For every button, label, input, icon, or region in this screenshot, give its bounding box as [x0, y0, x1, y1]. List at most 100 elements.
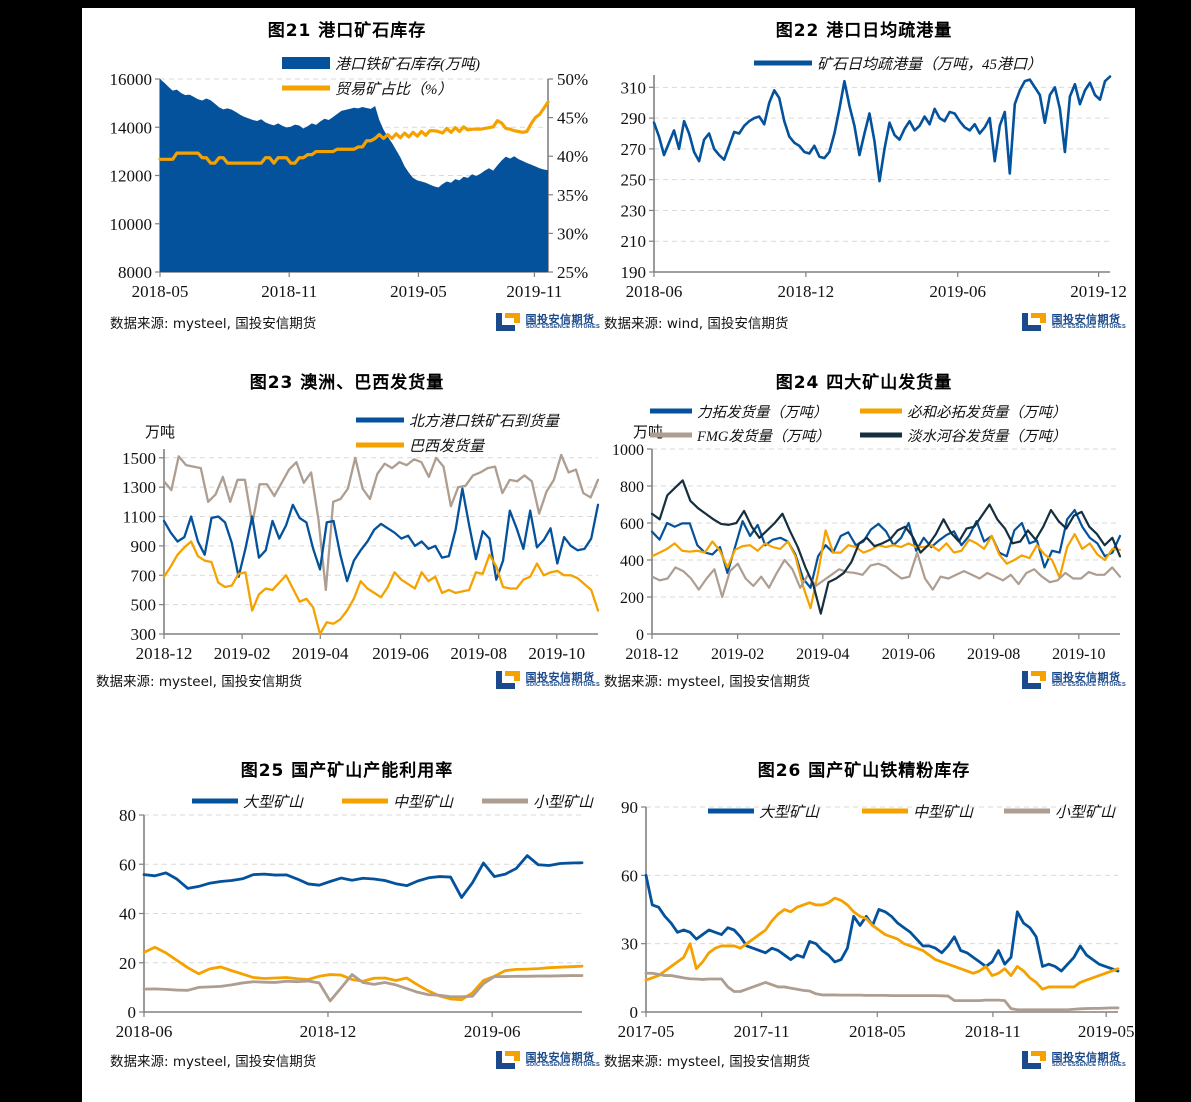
logo-cn: 国投安信期货 [1051, 670, 1121, 684]
logo-en: SDIC ESSENCE FUTURES [1051, 323, 1126, 330]
legend-label: 必和必拓发货量（万吨） [907, 404, 1067, 421]
y-axis-tick-label: 300 [131, 625, 157, 644]
x-axis-tick-label: 2019-06 [372, 644, 429, 663]
y2-axis-tick-label: 45% [557, 109, 588, 128]
logo-text: 国投安信期货 SDIC ESSENCE FUTURES [525, 312, 600, 331]
logo-cn: 国投安信期货 [525, 312, 595, 326]
y-axis-tick-label: 0 [630, 1003, 639, 1022]
report-page: 图21 港口矿石库存 8000 10000 12000 14000 16000 25% 30… [82, 8, 1135, 1102]
y-axis-tick-label: 16000 [110, 70, 153, 89]
chart-title-fig23: 图23 澳洲、巴西发货量 [249, 373, 445, 393]
logo-cn: 国投安信期货 [1051, 312, 1121, 326]
chart-title-fig25: 图25 国产矿山产能利用率 [240, 761, 454, 781]
logo-en: SDIC ESSENCE FUTURES [525, 1061, 600, 1068]
y2-axis-tick-label: 30% [557, 224, 588, 243]
chart-plot-fig23: 300 500 700 900 1100 1300 1500 2018-12 2019-02 20… [82, 393, 612, 668]
x-axis-tick-label: 2018-12 [778, 282, 835, 301]
x-axis-tick-label: 2018-11 [261, 282, 317, 301]
x-axis-tick-label: 2019-11 [506, 282, 562, 301]
legend-label: 港口铁矿石库存(万吨) [335, 56, 480, 73]
y-axis-tick-label: 8000 [118, 263, 152, 282]
x-axis-tick-label: 2019-06 [929, 282, 986, 301]
y-axis-tick-label: 60 [119, 855, 136, 874]
y-axis-tick-label: 200 [620, 590, 644, 607]
logo-cn: 国投安信期货 [1051, 1050, 1121, 1064]
charts-grid: 图21 港口矿石库存 8000 10000 12000 14000 16000 25% 30… [82, 8, 1135, 1102]
brand-logo: 国投安信期货 SDIC ESSENCE FUTURES [1021, 312, 1126, 332]
x-axis-tick-label: 2019-05 [1078, 1022, 1134, 1041]
x-axis-tick-label: 2019-08 [967, 646, 1020, 663]
logo-cn: 国投安信期货 [525, 1050, 595, 1064]
x-axis-tick-label: 2019-02 [214, 644, 271, 663]
logo-en: SDIC ESSENCE FUTURES [525, 323, 600, 330]
source-text-fig22: 数据来源: wind, 国投安信期货 [604, 316, 789, 332]
legend-label: 中型矿山 [393, 794, 454, 811]
chart-card-fig23: 图23 澳洲、巴西发货量 300 500 700 900 1100 1300 1500 201… [82, 368, 612, 718]
brand-logo: 国投安信期货 SDIC ESSENCE FUTURES [1021, 670, 1126, 690]
series-line [162, 540, 600, 636]
x-axis-tick-label: 2018-05 [132, 282, 189, 301]
y-axis-tick-label: 80 [119, 806, 136, 825]
source-text-fig26: 数据来源: mysteel, 国投安信期货 [604, 1054, 811, 1070]
y-axis-tick-label: 14000 [110, 118, 153, 137]
chart-svg: 8000 10000 12000 14000 16000 25% 30% 35% 40% 45% 5… [110, 56, 589, 301]
series-line [162, 487, 600, 583]
x-axis-tick-label: 2018-06 [626, 282, 683, 301]
x-axis-tick-label: 2018-12 [136, 644, 193, 663]
y-axis-tick-label: 40 [119, 905, 136, 924]
legend-label: 矿石日均疏港量（万吨，45港口） [817, 56, 1042, 73]
x-axis-tick-label: 2019-06 [464, 1022, 521, 1041]
source-row-fig21: 数据来源: mysteel, 国投安信期货 国投安信期货 SDIC ESSENC… [82, 306, 612, 332]
source-row-fig24: 数据来源: mysteel, 国投安信期货 国投安信期货 SDIC ESSENC… [594, 668, 1134, 690]
y-axis-tick-label: 90 [621, 798, 638, 817]
legend-label: 小型矿山 [533, 794, 594, 811]
y-axis-tick-label: 12000 [110, 167, 153, 186]
chart-plot-fig22: 190 210 230 250 270 290 310 2018-06 2018-12 2019-… [594, 41, 1134, 306]
x-axis-tick-label: 2019-10 [1052, 646, 1105, 663]
legend-label: 大型矿山 [243, 794, 304, 811]
chart-title-fig24: 图24 四大矿山发货量 [775, 373, 953, 393]
legend-label: 小型矿山 [1055, 804, 1116, 821]
logo-en: SDIC ESSENCE FUTURES [1051, 681, 1126, 688]
x-axis-tick-label: 2018-12 [300, 1022, 357, 1041]
x-axis-tick-label: 2018-12 [625, 646, 678, 663]
series-line [650, 551, 1122, 599]
y-axis-tick-label: 290 [621, 109, 647, 128]
legend-label: 力拓发货量（万吨） [697, 404, 828, 421]
source-row-fig25: 数据来源: mysteel, 国投安信期货 国投安信期货 SDIC ESSENC… [82, 1046, 612, 1070]
y-axis-tick-label: 500 [131, 596, 157, 615]
legend-label: 北方港口铁矿石到货量 [409, 413, 561, 430]
y-axis-tick-label: 10000 [110, 215, 153, 234]
chart-card-fig26: 图26 国产矿山铁精粉库存 0 30 60 90 2017-05 2017-11 2018-… [594, 756, 1134, 1102]
series-line [162, 453, 600, 592]
series-line [644, 873, 1120, 973]
y-axis-tick-label: 250 [621, 171, 647, 190]
legend-label: FMG发货量（万吨） [696, 428, 830, 445]
logo-mark-icon [495, 312, 521, 332]
brand-logo: 国投安信期货 SDIC ESSENCE FUTURES [1021, 1050, 1125, 1070]
y-axis-tick-label: 210 [621, 232, 647, 251]
logo-mark-icon [1021, 312, 1047, 332]
y-axis-tick-label: 900 [131, 537, 157, 556]
y-axis-tick-label: 0 [636, 627, 644, 644]
y-axis-tick-label: 60 [621, 866, 638, 885]
series-line [142, 854, 584, 899]
y-axis-tick-label: 270 [621, 140, 647, 159]
x-axis-tick-label: 2019-05 [390, 282, 447, 301]
y-axis-tick-label: 1300 [122, 478, 156, 497]
y-axis-tick-label: 310 [621, 78, 647, 97]
chart-plot-fig24: 0 200 400 600 800 1000 2018-12 2019-02 2019-04 20… [594, 393, 1134, 668]
source-row-fig23: 数据来源: mysteel, 国投安信期货 国投安信期货 SDIC ESSENC… [82, 668, 612, 690]
x-axis-tick-label: 2019-04 [292, 644, 349, 663]
legend-label: 巴西发货量 [409, 438, 486, 455]
series-line [644, 896, 1120, 991]
y-axis-unit-label: 万吨 [145, 424, 175, 441]
logo-text: 国投安信期货 SDIC ESSENCE FUTURES [1051, 312, 1126, 331]
y-axis-tick-label: 1100 [123, 508, 156, 527]
y-axis-tick-label: 400 [620, 553, 644, 570]
legend-label: 大型矿山 [759, 804, 820, 821]
series-line [142, 973, 584, 1003]
chart-card-fig24: 图24 四大矿山发货量 0 200 400 600 800 1000 2018-12 2019… [594, 368, 1134, 718]
chart-card-fig22: 图22 港口日均疏港量 190 210 230 250 270 290 310 2018-06… [594, 16, 1134, 361]
chart-plot-fig26: 0 30 60 90 2017-05 2017-11 2018-05 2018-11 2019-… [594, 781, 1134, 1046]
